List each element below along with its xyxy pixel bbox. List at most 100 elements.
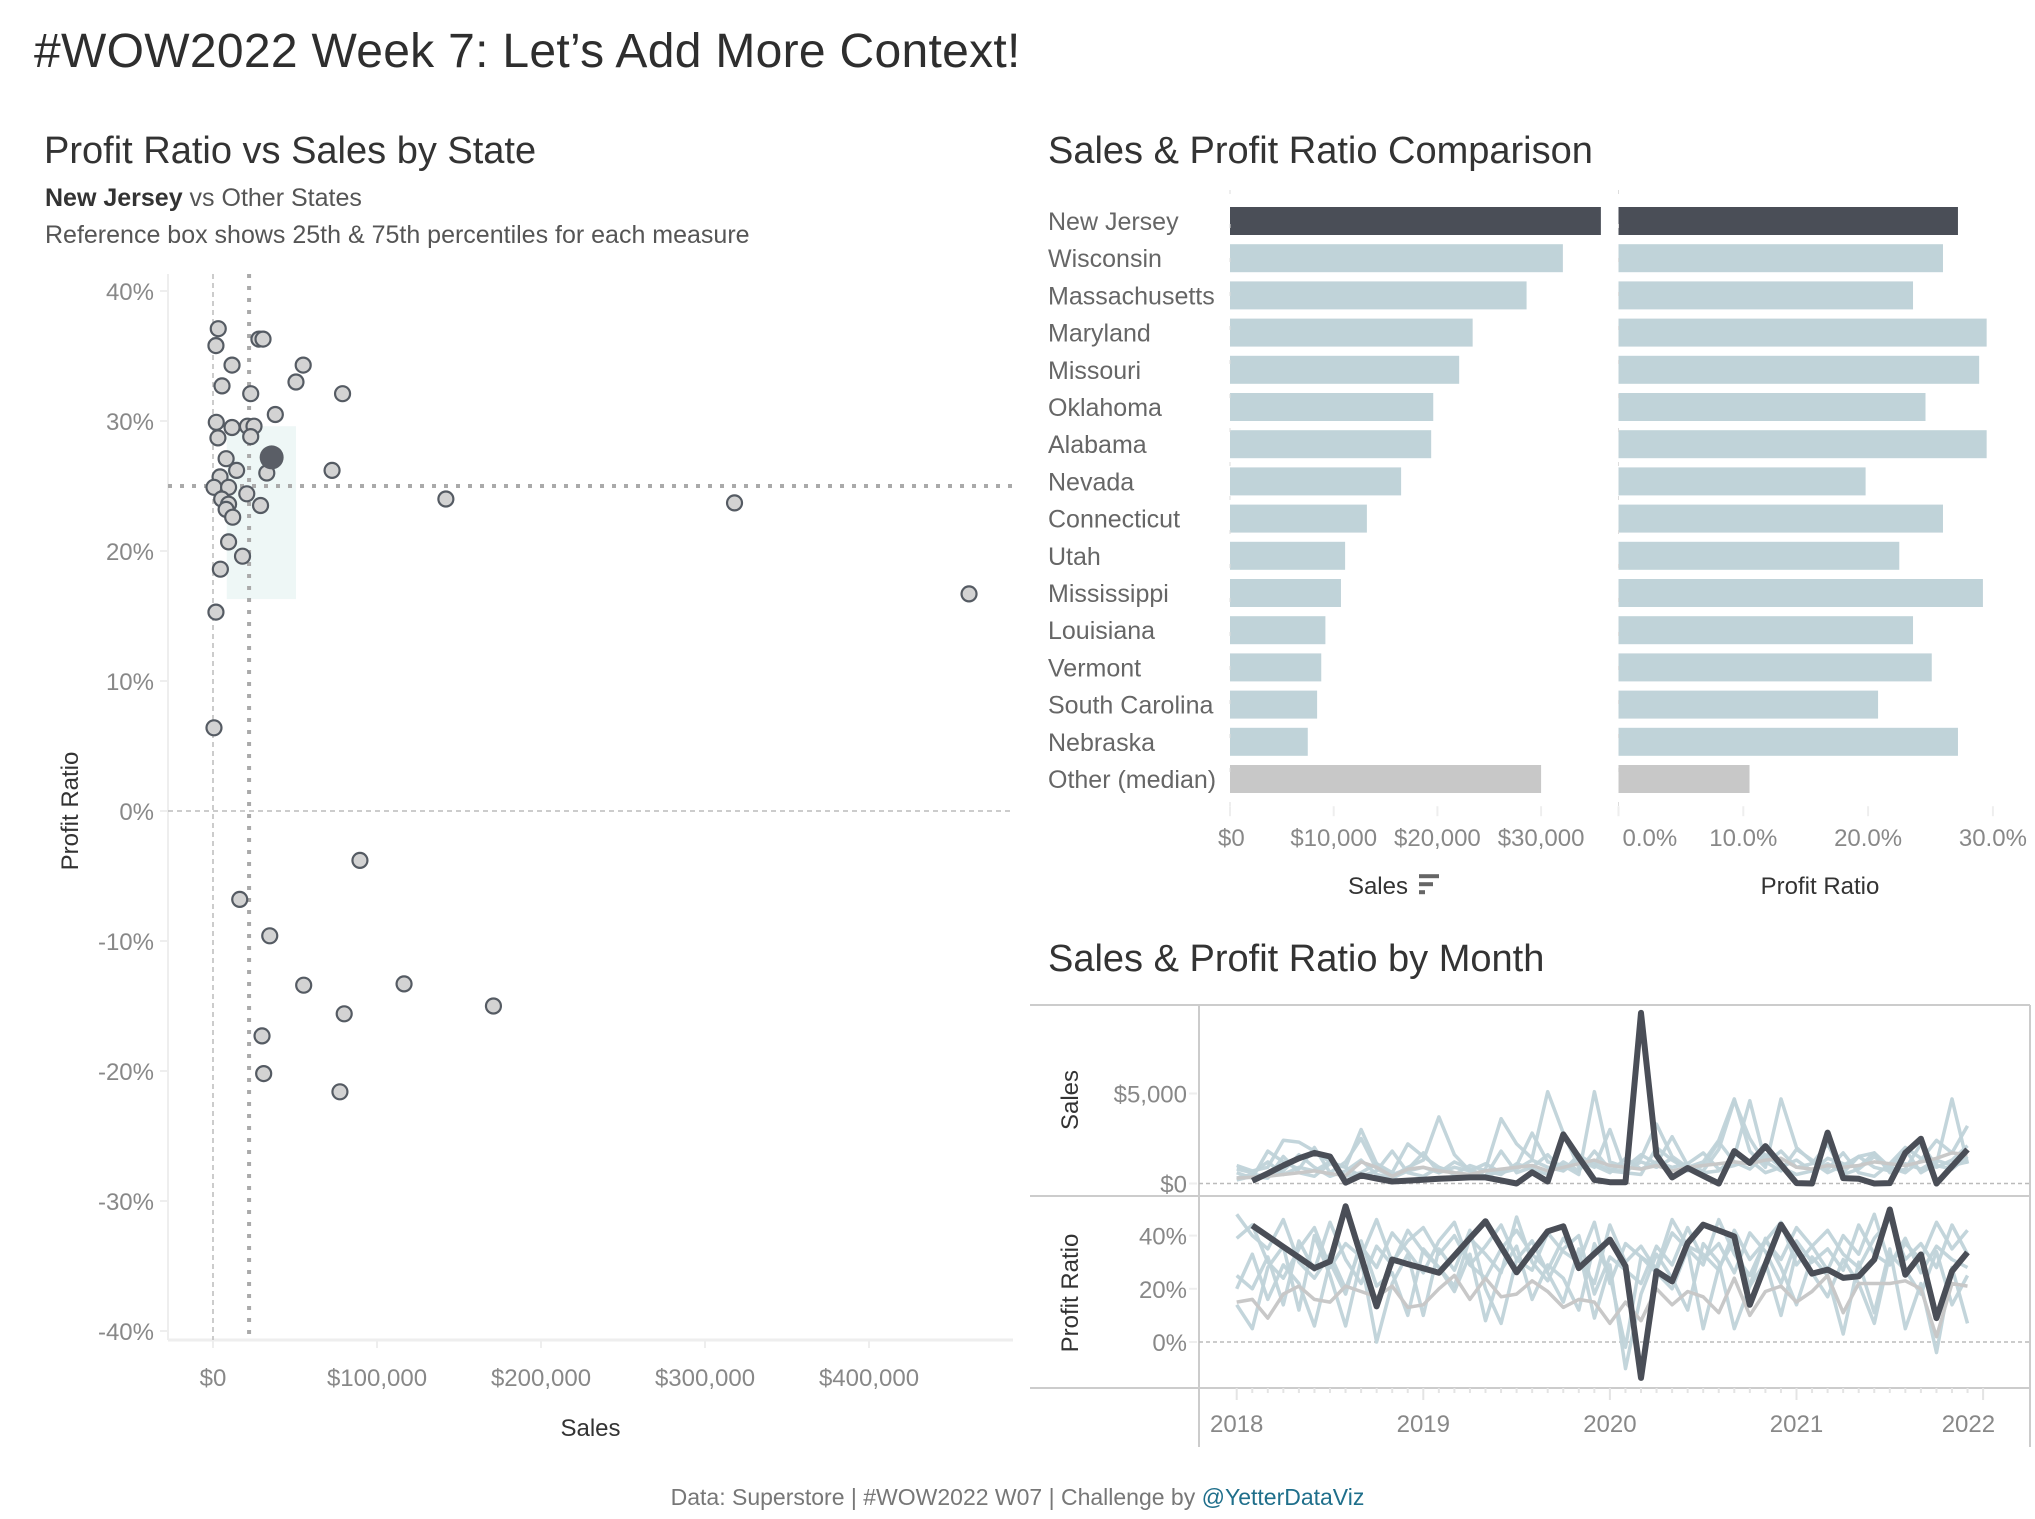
state-point <box>242 385 260 403</box>
year-tick-label: 2019 <box>1397 1411 1450 1438</box>
profit-median-line <box>1236 1273 1968 1339</box>
monthly-chart[interactable]: $0 $5,000 0% 20% 40% Sales Profit Ratio 2018 201… <box>1030 995 2035 1460</box>
state-label: Vermont <box>1048 654 1141 682</box>
x-tick-label: $400,000 <box>819 1365 919 1392</box>
sales-median-line <box>1236 1151 1968 1180</box>
scatter-note: Reference box shows 25th & 75th percenti… <box>45 221 750 249</box>
profit-tick-label: 10.0% <box>1709 825 1777 852</box>
sales-bar <box>1230 467 1402 496</box>
bar-chart-title: Sales & Profit Ratio Comparison <box>1048 130 1593 172</box>
profit-ratio-bar <box>1618 541 1900 570</box>
state-point <box>231 890 249 909</box>
state-point <box>213 377 231 395</box>
sales-bar <box>1230 579 1341 607</box>
state-point <box>207 336 225 355</box>
sales-highlight-line <box>1251 1009 1970 1187</box>
state-label: Nebraska <box>1048 729 1155 757</box>
state-label: South Carolina <box>1048 692 1213 720</box>
state-label: Wisconsin <box>1048 245 1162 273</box>
state-point <box>223 418 241 437</box>
profit-panel-label: Profit Ratio <box>1057 1234 1084 1353</box>
profit-ratio-bar <box>1618 690 1879 719</box>
monthly-chart-title: Sales & Profit Ratio by Month <box>1048 938 1545 980</box>
sales-bar <box>1230 281 1527 310</box>
bar-chart[interactable]: New Jersey Wisconsin Massachusetts Maryland… <box>1030 190 2035 900</box>
footer-text: Data: Superstore | #WOW2022 W07 | Challe… <box>670 1484 1202 1510</box>
profit-ratio-bar <box>1618 244 1943 273</box>
state-point <box>254 330 272 348</box>
state-point <box>295 976 313 994</box>
state-point <box>207 413 225 431</box>
sales-tick-label: $20,000 <box>1394 825 1481 852</box>
scatter-chart[interactable]: 40% 30% 20% 10% 0% -10% -20% -30% -40% $0 $100,000… <box>0 260 1030 1460</box>
state-point <box>238 485 256 503</box>
sales-other-state-line <box>1236 1089 1970 1180</box>
state-point <box>217 450 235 468</box>
x-tick-label: $0 <box>200 1365 227 1392</box>
profit-y-tick-label: 20% <box>1139 1277 1187 1304</box>
profit-ratio-bar <box>1618 653 1932 682</box>
profit-ratio-bar <box>1618 318 1987 347</box>
sales-bar <box>1230 727 1308 756</box>
dashboard-title: #WOW2022 Week 7: Let’s Add More Context! <box>34 25 1021 78</box>
year-tick-label: 2020 <box>1583 1411 1636 1438</box>
state-label: Connecticut <box>1048 506 1180 534</box>
profit-ratio-bar <box>1618 393 1926 421</box>
profit-y-tick-label: 0% <box>1152 1330 1187 1357</box>
y-axis-title: Profit Ratio <box>57 752 84 871</box>
state-label: Mississippi <box>1048 580 1169 608</box>
state-point <box>228 461 246 479</box>
state-point <box>242 428 260 446</box>
sales-bar <box>1230 616 1326 645</box>
state-point <box>253 1027 271 1045</box>
profit-ratio-bar <box>1618 579 1983 607</box>
state-point <box>209 320 227 338</box>
state-point <box>223 356 241 374</box>
state-point <box>266 405 284 424</box>
sales-bar <box>1230 207 1601 235</box>
sales-panel-label: Sales <box>1057 1070 1084 1130</box>
profit-ratio-bar <box>1618 504 1943 533</box>
state-point <box>323 461 341 479</box>
highlight-state-point <box>259 445 284 470</box>
state-label: Alabama <box>1048 431 1147 459</box>
state-point <box>207 603 225 621</box>
y-tick-label: -10% <box>98 929 154 956</box>
state-label: Utah <box>1048 543 1101 571</box>
footer: Data: Superstore | #WOW2022 W07 | Challe… <box>0 1484 2035 1511</box>
state-label: Maryland <box>1048 320 1151 348</box>
profit-y-tick-label: 40% <box>1139 1224 1187 1251</box>
state-point <box>261 927 279 945</box>
sales-y-tick-label: $5,000 <box>1114 1082 1187 1109</box>
sales-bar <box>1230 244 1563 273</box>
state-point <box>209 429 227 447</box>
profit-highlight-line <box>1250 1203 1970 1381</box>
sales-tick-label: $30,000 <box>1498 825 1585 852</box>
state-point <box>205 719 223 737</box>
sort-icon-bar <box>1419 882 1433 887</box>
state-point <box>395 975 413 993</box>
profit-other-state-line <box>1235 1228 1970 1371</box>
profit-ratio-bar <box>1618 281 1914 310</box>
state-point <box>960 585 978 603</box>
y-tick-label: -40% <box>98 1319 154 1346</box>
sort-icon-bar <box>1419 890 1425 895</box>
sales-tick-label: $10,000 <box>1290 825 1377 852</box>
y-tick-label: 30% <box>106 409 154 436</box>
state-point <box>211 560 229 578</box>
x-axis-title: Sales <box>560 1415 620 1442</box>
y-tick-label: 40% <box>106 279 154 306</box>
profit-tick-label: 20.0% <box>1834 825 1902 852</box>
state-label: Massachusetts <box>1048 282 1215 310</box>
state-label: New Jersey <box>1048 208 1179 236</box>
author-link[interactable]: @YetterDataViz <box>1201 1484 1365 1510</box>
x-tick-label: $100,000 <box>327 1365 427 1392</box>
state-point <box>484 997 503 1015</box>
state-label: Missouri <box>1048 357 1141 385</box>
y-tick-label: 10% <box>106 669 154 696</box>
state-label: Other (median) <box>1048 766 1216 794</box>
subtitle-rest: vs Other States <box>182 184 362 212</box>
y-tick-label: -20% <box>98 1059 154 1086</box>
state-point <box>224 508 242 526</box>
profit-axis-title: Profit Ratio <box>1761 873 1880 900</box>
